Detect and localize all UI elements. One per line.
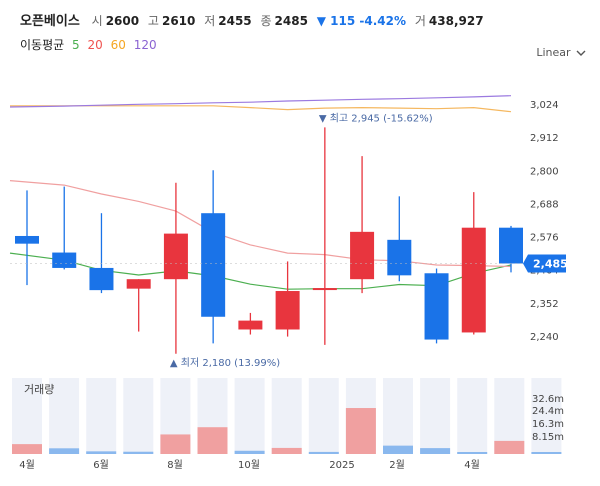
x-axis-tick: 10월 <box>238 459 260 471</box>
volume-column-bg <box>308 378 339 454</box>
candle-body <box>238 320 263 330</box>
x-axis-tick: 8월 <box>167 459 183 471</box>
x-axis-tick: 2월 <box>389 459 405 471</box>
candle-body <box>424 273 449 340</box>
volume-axis-tick: 32.6m <box>532 394 564 405</box>
volume-axis-tick: 16.3m <box>532 419 564 430</box>
volume-bar <box>494 440 525 454</box>
volume-bar <box>308 451 339 454</box>
low-value: 2455 <box>218 14 252 28</box>
ma-20-label: 20 <box>87 38 103 52</box>
x-axis-tick: 4월 <box>19 459 35 471</box>
high-value: 2610 <box>161 14 196 28</box>
price-axis-tick: 2,240 <box>530 332 559 343</box>
open-label: 시 <box>91 14 103 28</box>
chevron-down-icon <box>576 50 586 56</box>
candle-body <box>275 291 300 330</box>
candle-body <box>312 288 337 291</box>
candle-body <box>201 213 226 317</box>
x-axis-tick: 4월 <box>464 459 480 471</box>
price-axis-tick: 2,688 <box>530 199 559 210</box>
candle-body <box>126 279 151 289</box>
stock-name: 오픈베이스 <box>20 14 80 29</box>
close-value: 2485 <box>274 14 308 28</box>
price-axis-tick: 2,912 <box>530 133 559 144</box>
volume-bar <box>49 448 80 454</box>
volume-column-bg <box>86 378 117 454</box>
x-axis-tick: 6월 <box>93 459 109 471</box>
moving-average-label: 이동평균 <box>20 38 65 52</box>
candle-body <box>350 231 375 280</box>
volume-column-bg <box>234 378 265 454</box>
volume-column-bg <box>457 378 488 454</box>
volume-label: 거 <box>414 14 426 28</box>
candle-body <box>387 239 412 276</box>
volume-bar <box>197 427 228 454</box>
volume-bar <box>271 447 302 454</box>
volume-column-bg <box>420 378 451 454</box>
close-label: 종 <box>260 14 272 28</box>
volume-column-bg <box>271 378 302 454</box>
volume-bar <box>345 408 376 454</box>
price-change: ▼ 115 -4.42% <box>316 14 407 28</box>
candle-body <box>461 227 486 333</box>
ma-120-label: 120 <box>133 38 157 52</box>
moving-average-line-120 <box>9 95 512 108</box>
candle-body <box>163 233 188 280</box>
current-price-badge <box>523 254 566 273</box>
moving-average-legend[interactable]: 이동평균 5 20 60 120 <box>20 36 161 53</box>
high-annotation: ▼ 최고 2,945 (-15.62%) <box>319 112 433 124</box>
price-axis-tick: 2,800 <box>530 166 559 177</box>
ma-60-label: 60 <box>110 38 126 52</box>
volume-bar <box>531 452 562 454</box>
candle-body <box>89 267 114 291</box>
ma-5-label: 5 <box>72 38 80 52</box>
volume-axis-tick: 24.4m <box>532 406 564 417</box>
volume-bar <box>160 434 191 454</box>
volume-column-bg <box>12 378 42 454</box>
price-header: 오픈베이스 시 2600 고 2610 저 2455 종 2485 ▼ 115 -4.4… <box>20 10 489 29</box>
price-axis-tick: 3,024 <box>530 100 559 111</box>
candle-body <box>499 227 523 264</box>
price-axis-tick: 2,352 <box>530 299 559 310</box>
candle-body <box>52 252 77 268</box>
volume-bar <box>234 450 265 454</box>
volume-bar <box>123 451 154 454</box>
low-label: 저 <box>204 14 216 28</box>
volume-title: 거래량 <box>24 383 55 396</box>
price-axis-tick: 2,576 <box>530 233 559 244</box>
current-price-label: 2,485 <box>533 258 568 271</box>
volume-bar <box>383 445 413 454</box>
moving-average-line-60 <box>10 105 512 113</box>
volume-bar <box>420 448 451 454</box>
moving-average-line-20 <box>9 180 512 268</box>
volume-value: 438,927 <box>428 14 484 28</box>
volume-column-bg <box>123 378 154 454</box>
volume-bar <box>86 451 117 454</box>
scale-label: Linear <box>536 46 571 59</box>
volume-bar <box>457 452 488 454</box>
candle-body <box>15 235 39 244</box>
x-axis-tick: 2025 <box>329 460 354 471</box>
open-value: 2600 <box>105 14 140 28</box>
volume-column-bg <box>383 378 413 454</box>
scale-selector[interactable]: Linear <box>536 46 586 59</box>
high-label: 고 <box>147 14 159 28</box>
volume-bar <box>12 444 42 454</box>
volume-column-bg <box>531 378 562 454</box>
low-annotation: ▲ 최저 2,180 (13.99%) <box>170 357 280 369</box>
volume-axis-tick: 8.15m <box>532 432 564 443</box>
volume-column-bg <box>49 378 80 454</box>
